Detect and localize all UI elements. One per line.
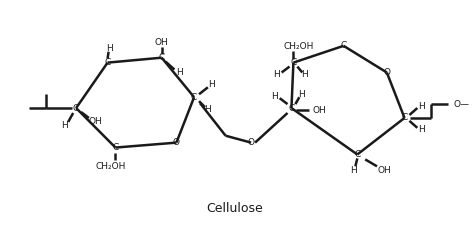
Text: O: O	[383, 68, 390, 77]
Text: H: H	[176, 68, 183, 77]
Text: CH₂OH: CH₂OH	[95, 162, 126, 171]
Text: H: H	[204, 105, 211, 114]
Text: H: H	[350, 166, 357, 175]
Text: H: H	[301, 70, 308, 79]
Text: C: C	[288, 104, 294, 112]
Text: H: H	[418, 125, 425, 134]
Text: H: H	[271, 92, 278, 101]
Text: C: C	[158, 53, 165, 62]
Text: H: H	[61, 121, 68, 130]
Text: C: C	[112, 143, 118, 152]
Text: H: H	[106, 44, 113, 53]
Text: Cellulose: Cellulose	[206, 202, 263, 215]
Text: C: C	[354, 150, 360, 159]
Text: C: C	[104, 58, 111, 67]
Text: O: O	[173, 138, 180, 147]
Text: OH: OH	[312, 106, 326, 115]
Text: H: H	[418, 101, 425, 110]
Text: C: C	[191, 93, 197, 102]
Text: H: H	[298, 90, 305, 99]
Text: C: C	[73, 104, 79, 112]
Text: H: H	[273, 70, 280, 79]
Text: C: C	[290, 58, 297, 67]
Text: OH: OH	[155, 38, 169, 47]
Text: CH₂OH: CH₂OH	[283, 42, 313, 51]
Text: H: H	[209, 80, 215, 89]
Text: OH: OH	[89, 117, 103, 126]
Text: O: O	[247, 138, 255, 147]
Text: C: C	[401, 113, 408, 122]
Text: C: C	[340, 41, 346, 50]
Text: O—: O—	[454, 100, 470, 109]
Text: OH: OH	[378, 166, 392, 175]
